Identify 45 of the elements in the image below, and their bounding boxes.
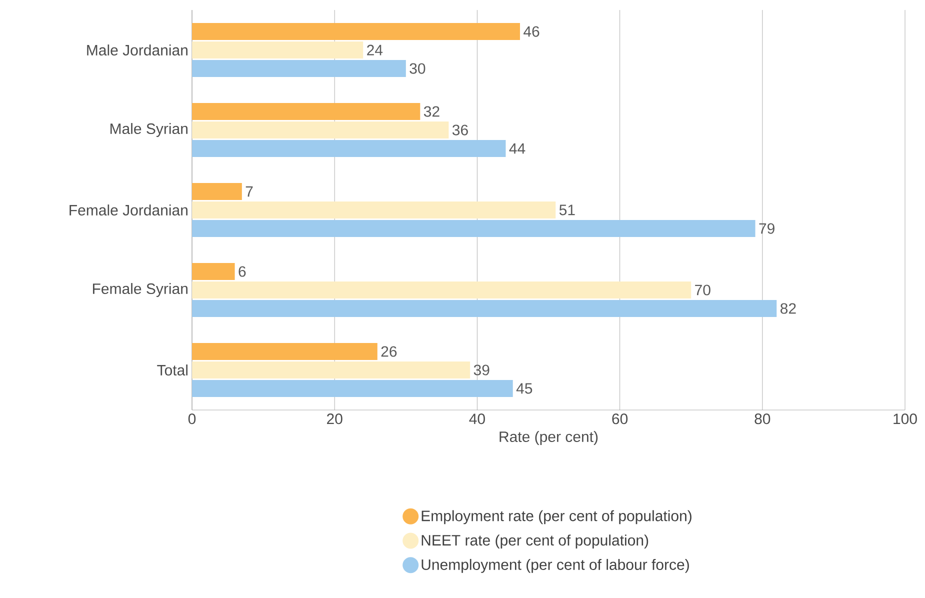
- x-tick-label: 20: [327, 414, 342, 424]
- bar: [192, 183, 242, 200]
- bar: [192, 263, 235, 280]
- y-tick-label: Female Jordanian: [70, 204, 188, 216]
- y-tick-label: Total: [157, 364, 188, 376]
- bar: [192, 103, 420, 120]
- bar: [192, 202, 556, 219]
- y-tick-label: Female Syrian: [92, 283, 188, 297]
- data-label: 51: [559, 204, 575, 216]
- bar: [192, 380, 513, 398]
- data-label: 7: [246, 186, 253, 197]
- data-label: 6: [238, 266, 246, 277]
- legend-label: Employment rate (per cent of population): [422, 510, 692, 524]
- data-label: 30: [410, 63, 426, 74]
- bar: [192, 140, 506, 158]
- x-tick-label: 60: [612, 414, 628, 424]
- x-tick-label: 80: [754, 414, 770, 424]
- data-label: 39: [474, 364, 490, 376]
- data-label: 24: [367, 44, 383, 56]
- data-label: 70: [695, 284, 710, 296]
- bar: [192, 60, 406, 78]
- bar: [192, 282, 692, 299]
- data-label: 45: [516, 383, 532, 394]
- x-tick-label: 40: [469, 414, 485, 424]
- data-label: 36: [452, 124, 468, 136]
- legend-label: Unemployment (per cent of labour force): [422, 558, 689, 573]
- data-label: 44: [509, 143, 526, 154]
- data-label: 46: [524, 26, 540, 37]
- bar: [192, 220, 756, 238]
- y-tick-label: Male Jordanian: [87, 44, 188, 56]
- bar: [192, 122, 449, 139]
- bar: [192, 343, 378, 360]
- x-tick-label: 0: [188, 414, 196, 424]
- x-axis-title: Rate (per cent): [500, 431, 598, 445]
- bar: [192, 300, 777, 318]
- bar: [192, 362, 470, 379]
- x-tick-label: 100: [894, 414, 917, 424]
- data-label: 26: [381, 346, 397, 357]
- data-label: 82: [780, 303, 796, 314]
- data-label: 32: [424, 106, 440, 117]
- y-tick-label: Male Syrian: [110, 123, 188, 137]
- data-label: 79: [759, 223, 774, 234]
- bar: [192, 42, 364, 59]
- bar: [192, 23, 520, 40]
- legend-label: NEET rate (per cent of population): [422, 534, 648, 549]
